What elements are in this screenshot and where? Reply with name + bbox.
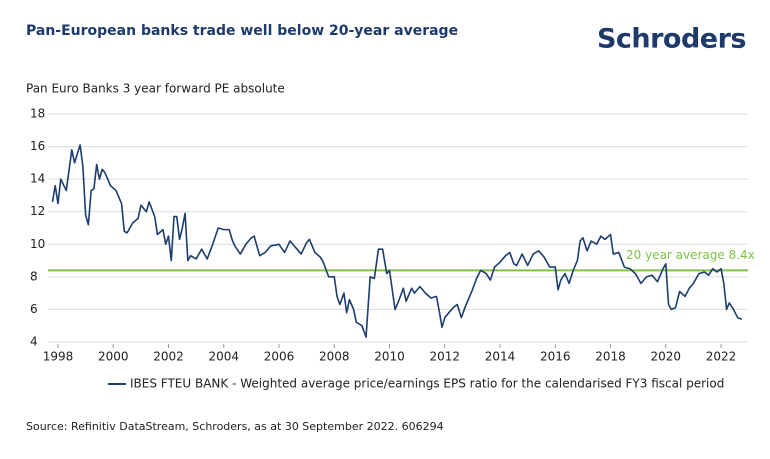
x-tick-label: 2014 xyxy=(485,350,516,364)
x-tick-label: 2000 xyxy=(98,350,129,364)
y-tick-label: 8 xyxy=(30,269,38,283)
chart-subtitle: Pan Euro Banks 3 year forward PE absolut… xyxy=(26,82,285,96)
x-tick-label: 2002 xyxy=(153,350,184,364)
logo: Schroders xyxy=(597,24,746,55)
legend-label: IBES FTEU BANK - Weighted average price/… xyxy=(130,377,724,391)
average-annotation: 20 year average 8.4x xyxy=(626,248,755,262)
y-tick-label: 14 xyxy=(30,172,45,186)
y-tick-label: 4 xyxy=(30,335,38,349)
data-line xyxy=(51,144,743,338)
y-tick-label: 18 xyxy=(30,107,45,121)
x-tick-label: 2004 xyxy=(208,350,239,364)
x-tick-label: 2008 xyxy=(319,350,350,364)
y-tick-label: 10 xyxy=(30,237,45,251)
y-tick-label: 16 xyxy=(30,139,45,153)
y-tick-label: 6 xyxy=(30,302,38,316)
x-tick-label: 1998 xyxy=(43,350,74,364)
chart-title: Pan-European banks trade well below 20-y… xyxy=(26,23,458,39)
x-tick-label: 2016 xyxy=(540,350,571,364)
x-tick-label: 2020 xyxy=(651,350,682,364)
x-tick-label: 2018 xyxy=(595,350,626,364)
x-tick-label: 2010 xyxy=(374,350,405,364)
source-note: Source: Refinitiv DataStream, Schroders,… xyxy=(26,420,444,433)
y-tick-label: 12 xyxy=(30,204,45,218)
x-tick-label: 2022 xyxy=(706,350,737,364)
x-tick-label: 2012 xyxy=(429,350,460,364)
x-tick-label: 2006 xyxy=(264,350,295,364)
